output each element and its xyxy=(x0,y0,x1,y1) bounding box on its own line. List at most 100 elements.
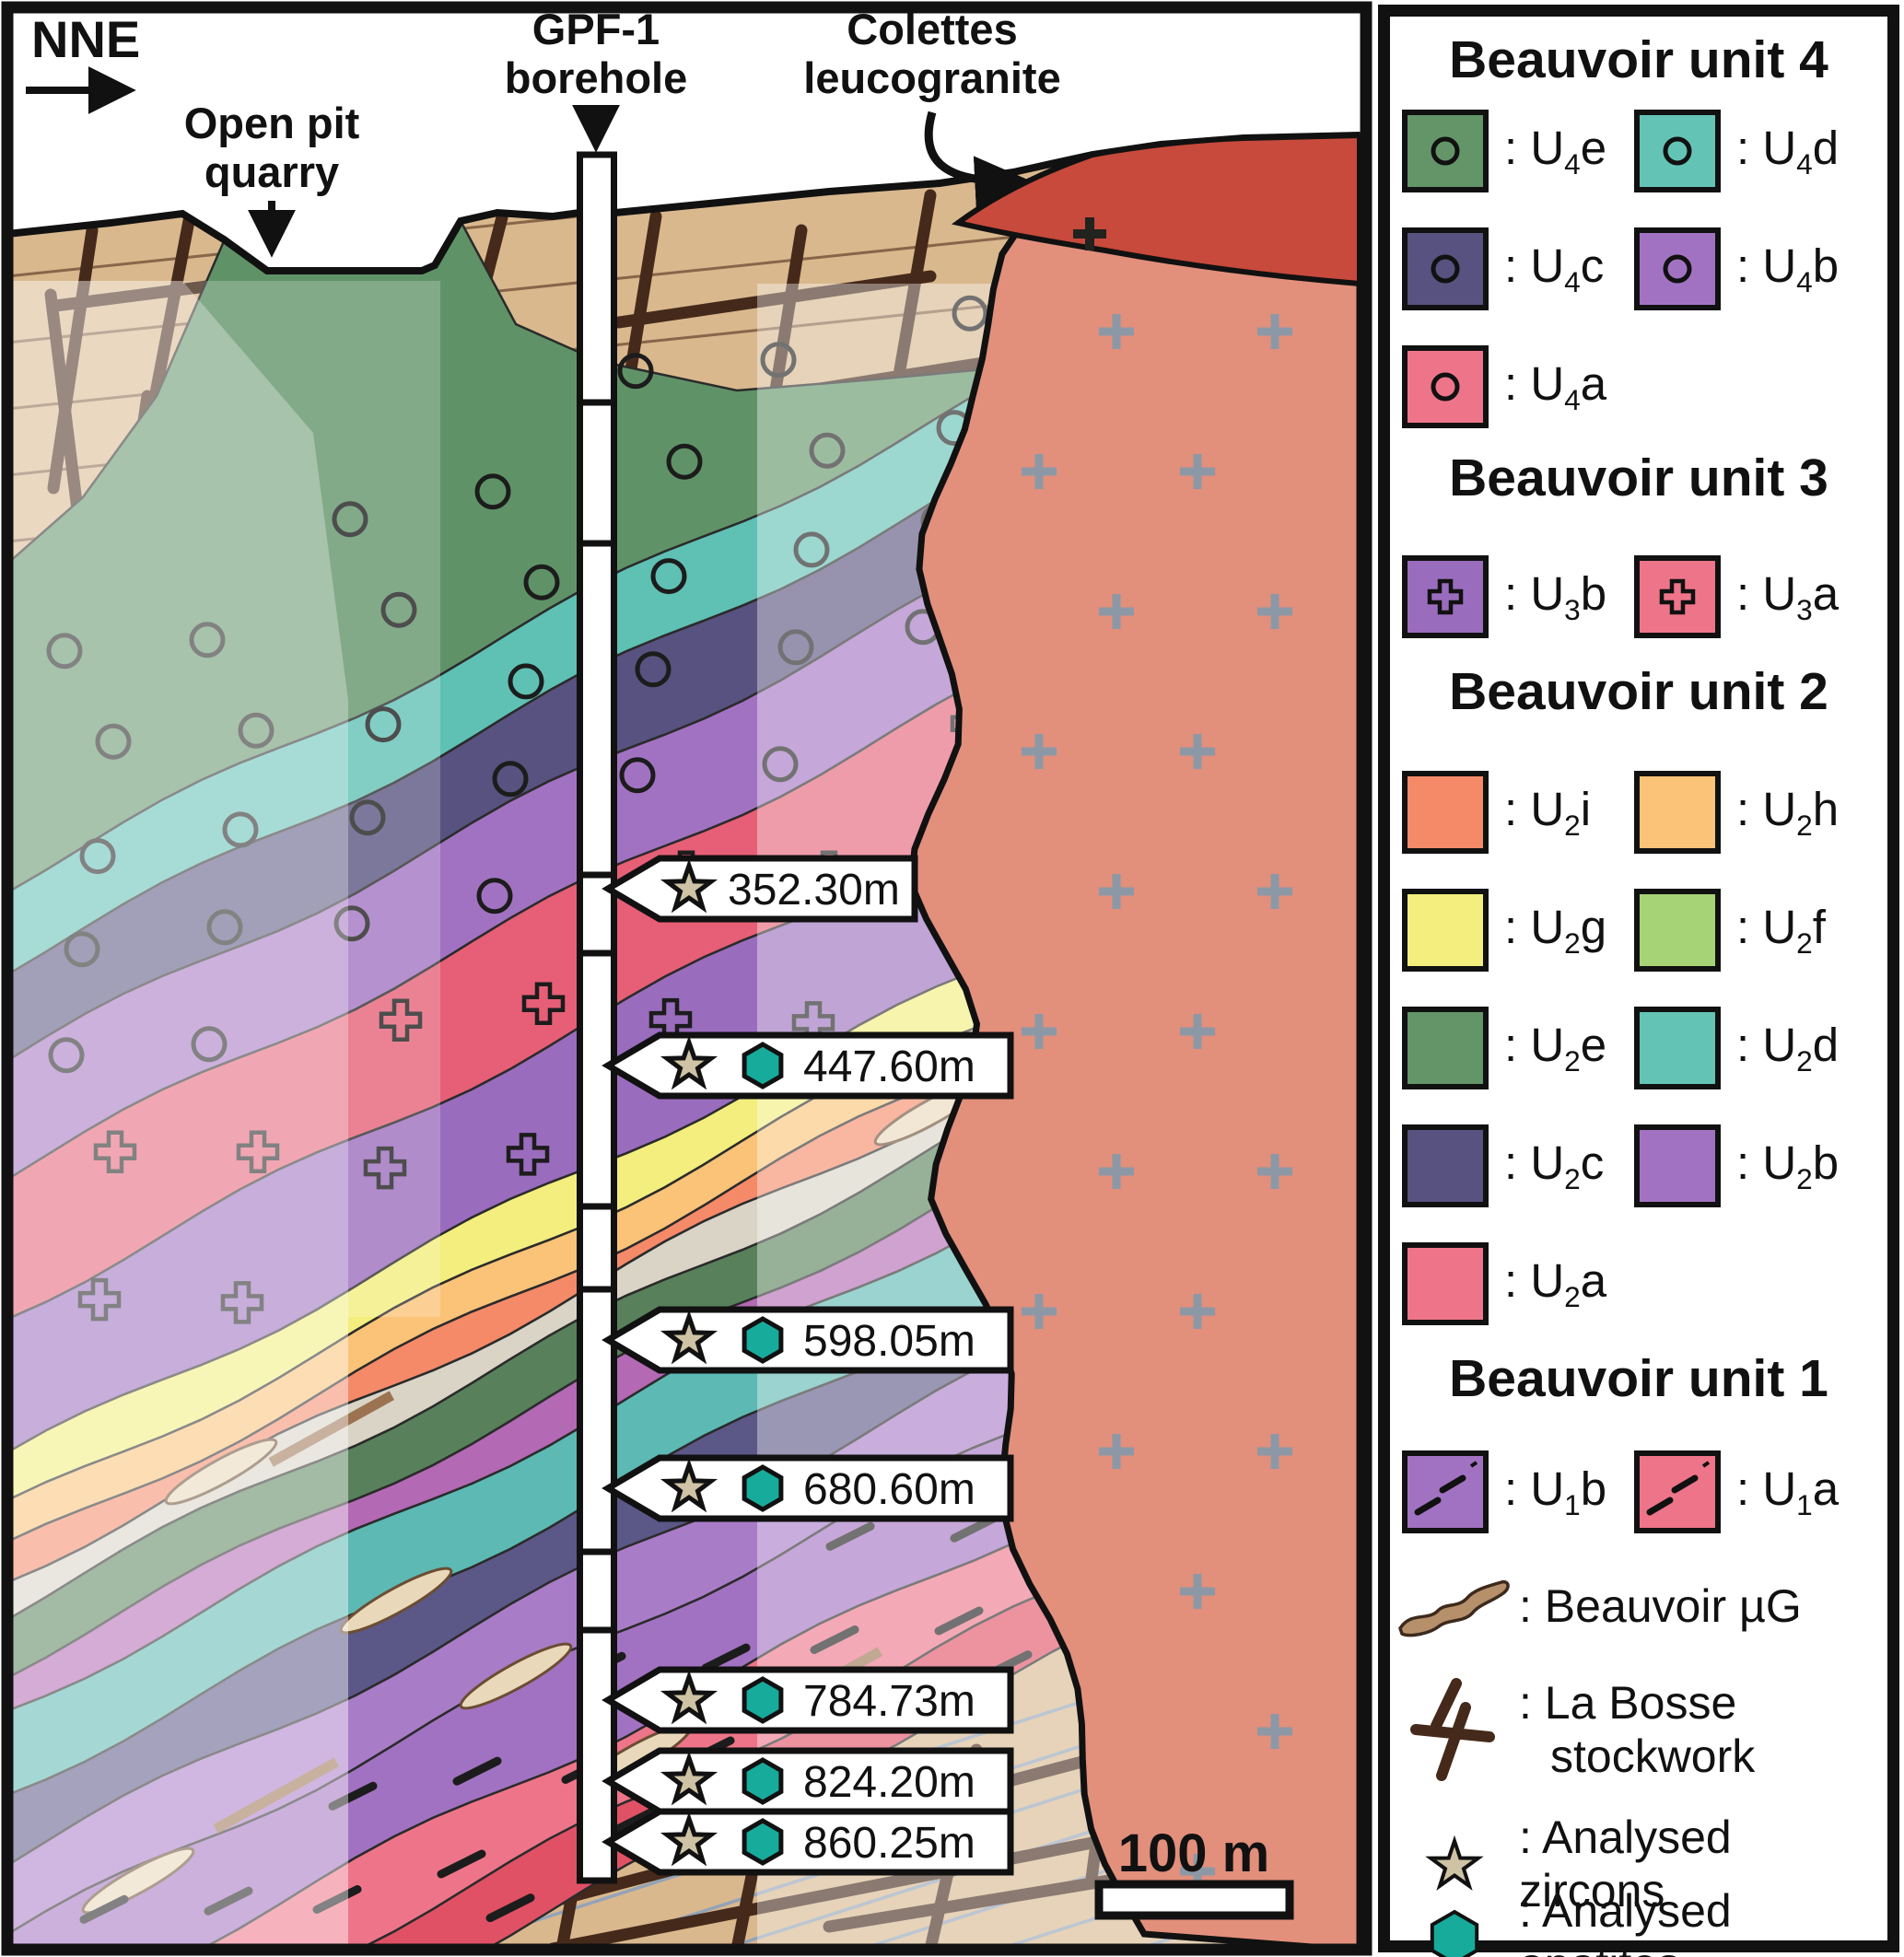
legend-extra-icon-box xyxy=(1390,1833,1519,1895)
legend-swatch-dash xyxy=(1402,1450,1489,1533)
legend-panel: Beauvoir unit 4 : U4e : U4d : U4c : U4b : U4a… xyxy=(1378,5,1899,1957)
zircon-star-icon xyxy=(660,858,718,914)
fade-overlay-left xyxy=(13,281,348,1951)
legend-row: : U1b: U1a xyxy=(1390,1450,1887,1534)
marker-depth-label: 352.30m xyxy=(728,866,900,914)
legend-row: : U4e : U4d xyxy=(1390,109,1887,193)
legend-swatch-cross xyxy=(1402,555,1489,638)
apatite-hex-icon xyxy=(742,1464,784,1512)
granite-label-line2: leucogranite xyxy=(803,53,1060,102)
legend-swatch-circle xyxy=(1402,227,1489,310)
legend-section-header: Beauvoir unit 4 xyxy=(1449,30,1828,89)
legend-swatch-circle xyxy=(1634,227,1721,310)
legend-extra-label: : Analysed zircons xyxy=(1519,1811,1887,1917)
legend-item: : U4e xyxy=(1401,109,1606,193)
legend-extra-icon-box xyxy=(1390,1573,1519,1639)
depth-marker: 860.25m xyxy=(602,1808,1014,1876)
legend-swatch-none xyxy=(1634,1007,1721,1089)
zircon-star-icon xyxy=(660,1670,718,1725)
scale-bar: 100 m xyxy=(1094,1823,1294,1920)
legend-swatch-dash xyxy=(1634,1450,1721,1533)
depth-marker: 447.60m xyxy=(602,1031,1014,1100)
legend-item: : U4d xyxy=(1633,109,1839,193)
zircon-star-icon xyxy=(660,1811,718,1867)
granite-cap xyxy=(951,132,1362,287)
legend-item: : U1b xyxy=(1401,1450,1606,1534)
legend-swatch-none xyxy=(1402,1124,1489,1207)
legend-extra-label-line: : Analysed apatites xyxy=(1519,1885,1732,1957)
scale-bar-label: 100 m xyxy=(1118,1823,1269,1883)
legend-swatch-none xyxy=(1634,771,1721,854)
depth-marker: 784.73m xyxy=(602,1666,1014,1734)
borehole-label-line2: borehole xyxy=(505,53,687,102)
fade-overlay-mid xyxy=(182,281,440,1317)
legend-unit-label: : U2a xyxy=(1504,1253,1607,1314)
legend-row: : U4a xyxy=(1390,344,1887,429)
apatite-hex-icon xyxy=(742,1676,784,1724)
legend-unit-label: : U2g xyxy=(1504,900,1607,961)
legend-unit-label: : U4e xyxy=(1504,121,1607,181)
legend-section-header: Beauvoir unit 2 xyxy=(1449,662,1828,721)
legend-item: : U2c xyxy=(1401,1124,1604,1208)
legend-unit-label: : U2e xyxy=(1504,1018,1607,1078)
legend-swatch-none xyxy=(1402,1242,1489,1325)
apatite-hex-icon xyxy=(742,1818,784,1866)
legend-extra-row: : Beauvoir µG xyxy=(1390,1573,1887,1639)
legend-row: : U3b: U3a xyxy=(1390,554,1887,639)
legend-item: : U2a xyxy=(1401,1241,1606,1326)
legend-item: : U2g xyxy=(1401,888,1606,973)
legend-unit-label: : U4d xyxy=(1736,121,1840,181)
legend-row: : U2i : U2h xyxy=(1390,770,1887,855)
apatite-hex-icon xyxy=(1430,1909,1479,1957)
depth-marker: 824.20m xyxy=(602,1747,1014,1815)
legend-unit-label: : U2f xyxy=(1736,900,1826,961)
legend-swatch-none xyxy=(1402,1007,1489,1089)
legend-extra-label-line: stockwork xyxy=(1550,1730,1756,1782)
legend-extra-label-line: : Analysed zircons xyxy=(1519,1811,1732,1916)
legend-extra-icon-box xyxy=(1390,1678,1519,1781)
legend-item: : U2b xyxy=(1633,1124,1839,1208)
marker-flag xyxy=(602,1808,1014,1876)
marker-flag xyxy=(602,1306,1014,1374)
legend-row: : U4c : U4b xyxy=(1390,227,1887,311)
depth-marker: 352.30m xyxy=(602,855,918,923)
zircon-star-icon xyxy=(660,1035,718,1090)
marker-depth-label: 447.60m xyxy=(803,1043,975,1091)
legend-extra-label: : Analysed apatites xyxy=(1519,1884,1887,1957)
legend-unit-label: : U4c xyxy=(1504,239,1605,299)
zircon-star-icon xyxy=(660,1310,718,1365)
zircon-star-icon xyxy=(1425,1835,1484,1891)
marker-flag xyxy=(602,1454,1014,1522)
apatite-hex-icon xyxy=(742,1757,784,1805)
legend-extra-label: : Beauvoir µG xyxy=(1519,1579,1802,1633)
stockwork-icon xyxy=(1410,1678,1495,1781)
zircon-star-icon xyxy=(660,1458,718,1513)
legend-swatch-none xyxy=(1402,889,1489,972)
legend-unit-label: : U4a xyxy=(1504,356,1607,417)
legend-unit-label: : U3b xyxy=(1504,566,1607,627)
marker-depth-label: 824.20m xyxy=(803,1758,975,1807)
legend-extra-row: : La Bosse stockwork xyxy=(1390,1676,1887,1783)
annotations: NNE Open pit quarry GPF-1 borehole Colet… xyxy=(26,5,1061,258)
open-pit-label-line1: Open pit xyxy=(184,99,360,147)
depth-marker: 680.60m xyxy=(602,1454,1014,1522)
marker-depth-label: 860.25m xyxy=(803,1819,975,1868)
legend-swatch-none xyxy=(1402,771,1489,854)
legend-item: : U4c xyxy=(1401,227,1604,311)
legend-section-header: Beauvoir unit 3 xyxy=(1449,448,1828,507)
marker-flag xyxy=(602,1747,1014,1815)
legend-item: : U2h xyxy=(1633,770,1839,855)
legend-item: : U2f xyxy=(1633,888,1826,973)
legend-item: : U3b xyxy=(1401,554,1606,639)
marker-flag xyxy=(602,1031,1014,1100)
legend-row: : U2a xyxy=(1390,1241,1887,1326)
legend-item: : U4b xyxy=(1633,227,1839,311)
legend-row: : U2e : U2d xyxy=(1390,1006,1887,1090)
legend-unit-label: : U2d xyxy=(1736,1018,1840,1078)
apatite-hex-icon xyxy=(742,1042,784,1089)
compass-label: NNE xyxy=(31,10,140,68)
granite-arrow-icon xyxy=(924,111,1029,210)
legend-unit-label: : U2b xyxy=(1736,1136,1840,1196)
legend-item: : U2i xyxy=(1401,770,1591,855)
legend-row: : U2g : U2f xyxy=(1390,888,1887,973)
